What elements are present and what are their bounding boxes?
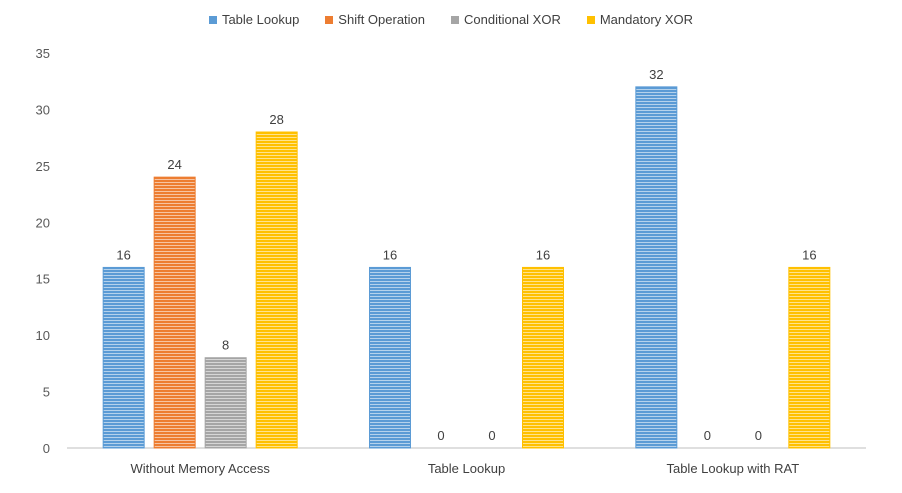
bar (204, 357, 247, 449)
data-label: 28 (269, 112, 283, 127)
y-tick-label: 25 (36, 159, 50, 174)
legend-swatch (325, 15, 334, 24)
legend-label: Table Lookup (221, 12, 300, 27)
legend-item: Table Lookup (208, 12, 300, 27)
legend-item: Shift Operation (325, 12, 425, 27)
data-label: 16 (802, 247, 816, 262)
x-tick-label: Table Lookup (428, 461, 505, 476)
bar (255, 131, 298, 449)
legend-item: Mandatory XOR (586, 12, 694, 27)
data-label: 0 (755, 428, 762, 443)
y-tick-label: 20 (36, 215, 50, 230)
data-label: 24 (167, 157, 181, 172)
legend-swatch (208, 15, 217, 24)
legend-label: Mandatory XOR (599, 12, 694, 27)
bar (522, 266, 564, 449)
data-label: 8 (222, 338, 229, 353)
y-tick-label: 0 (43, 441, 50, 456)
bar (369, 266, 411, 449)
bar (102, 266, 145, 449)
x-tick-label: Without Memory Access (130, 461, 270, 476)
data-label: 32 (649, 67, 663, 82)
legend: Table Lookup Shift Operation Conditional X… (0, 12, 902, 27)
data-label: 0 (437, 428, 444, 443)
y-tick-label: 35 (36, 46, 50, 61)
y-tick-label: 5 (43, 385, 50, 400)
x-tick-label: Table Lookup with RAT (666, 461, 799, 476)
y-tick-label: 30 (36, 102, 50, 117)
legend-swatch (451, 15, 460, 24)
bar (153, 176, 196, 449)
y-tick-label: 15 (36, 272, 50, 287)
bar (788, 266, 831, 449)
data-label: 0 (488, 428, 495, 443)
data-label: 0 (704, 428, 711, 443)
legend-label: Conditional XOR (464, 12, 561, 27)
bar (635, 86, 678, 449)
data-label: 16 (536, 247, 550, 262)
y-tick-label: 10 (36, 328, 50, 343)
legend-item: Conditional XOR (451, 12, 561, 27)
data-label: 16 (383, 247, 397, 262)
legend-swatch (586, 15, 595, 24)
legend-label: Shift Operation (338, 12, 426, 27)
data-label: 16 (116, 247, 130, 262)
